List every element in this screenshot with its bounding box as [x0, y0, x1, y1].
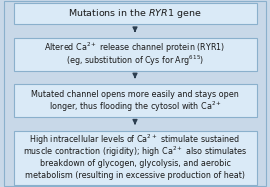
Text: High intracellular levels of Ca$^{2+}$ stimulate sustained: High intracellular levels of Ca$^{2+}$ s…	[29, 133, 241, 147]
Text: breakdown of glycogen, glycolysis, and aerobic: breakdown of glycogen, glycolysis, and a…	[39, 159, 231, 168]
Text: longer, thus flooding the cytosol with Ca$^{2+}$: longer, thus flooding the cytosol with C…	[49, 100, 221, 114]
Text: (eg, substitution of Cys for Arg$^{615}$): (eg, substitution of Cys for Arg$^{615}$…	[66, 53, 204, 68]
FancyBboxPatch shape	[14, 3, 256, 24]
FancyBboxPatch shape	[14, 38, 256, 71]
Text: Mutated channel opens more easily and stays open: Mutated channel opens more easily and st…	[31, 90, 239, 99]
Text: Mutations in the $\it{RYR1}$ gene: Mutations in the $\it{RYR1}$ gene	[68, 7, 202, 20]
Text: muscle contraction (rigidity); high Ca$^{2+}$ also stimulates: muscle contraction (rigidity); high Ca$^…	[23, 145, 247, 159]
Text: Altered Ca$^{2+}$ release channel protein (RYR1): Altered Ca$^{2+}$ release channel protei…	[44, 41, 226, 55]
Text: metabolism (resulting in excessive production of heat): metabolism (resulting in excessive produ…	[25, 171, 245, 180]
FancyBboxPatch shape	[14, 131, 256, 185]
FancyBboxPatch shape	[14, 85, 256, 117]
